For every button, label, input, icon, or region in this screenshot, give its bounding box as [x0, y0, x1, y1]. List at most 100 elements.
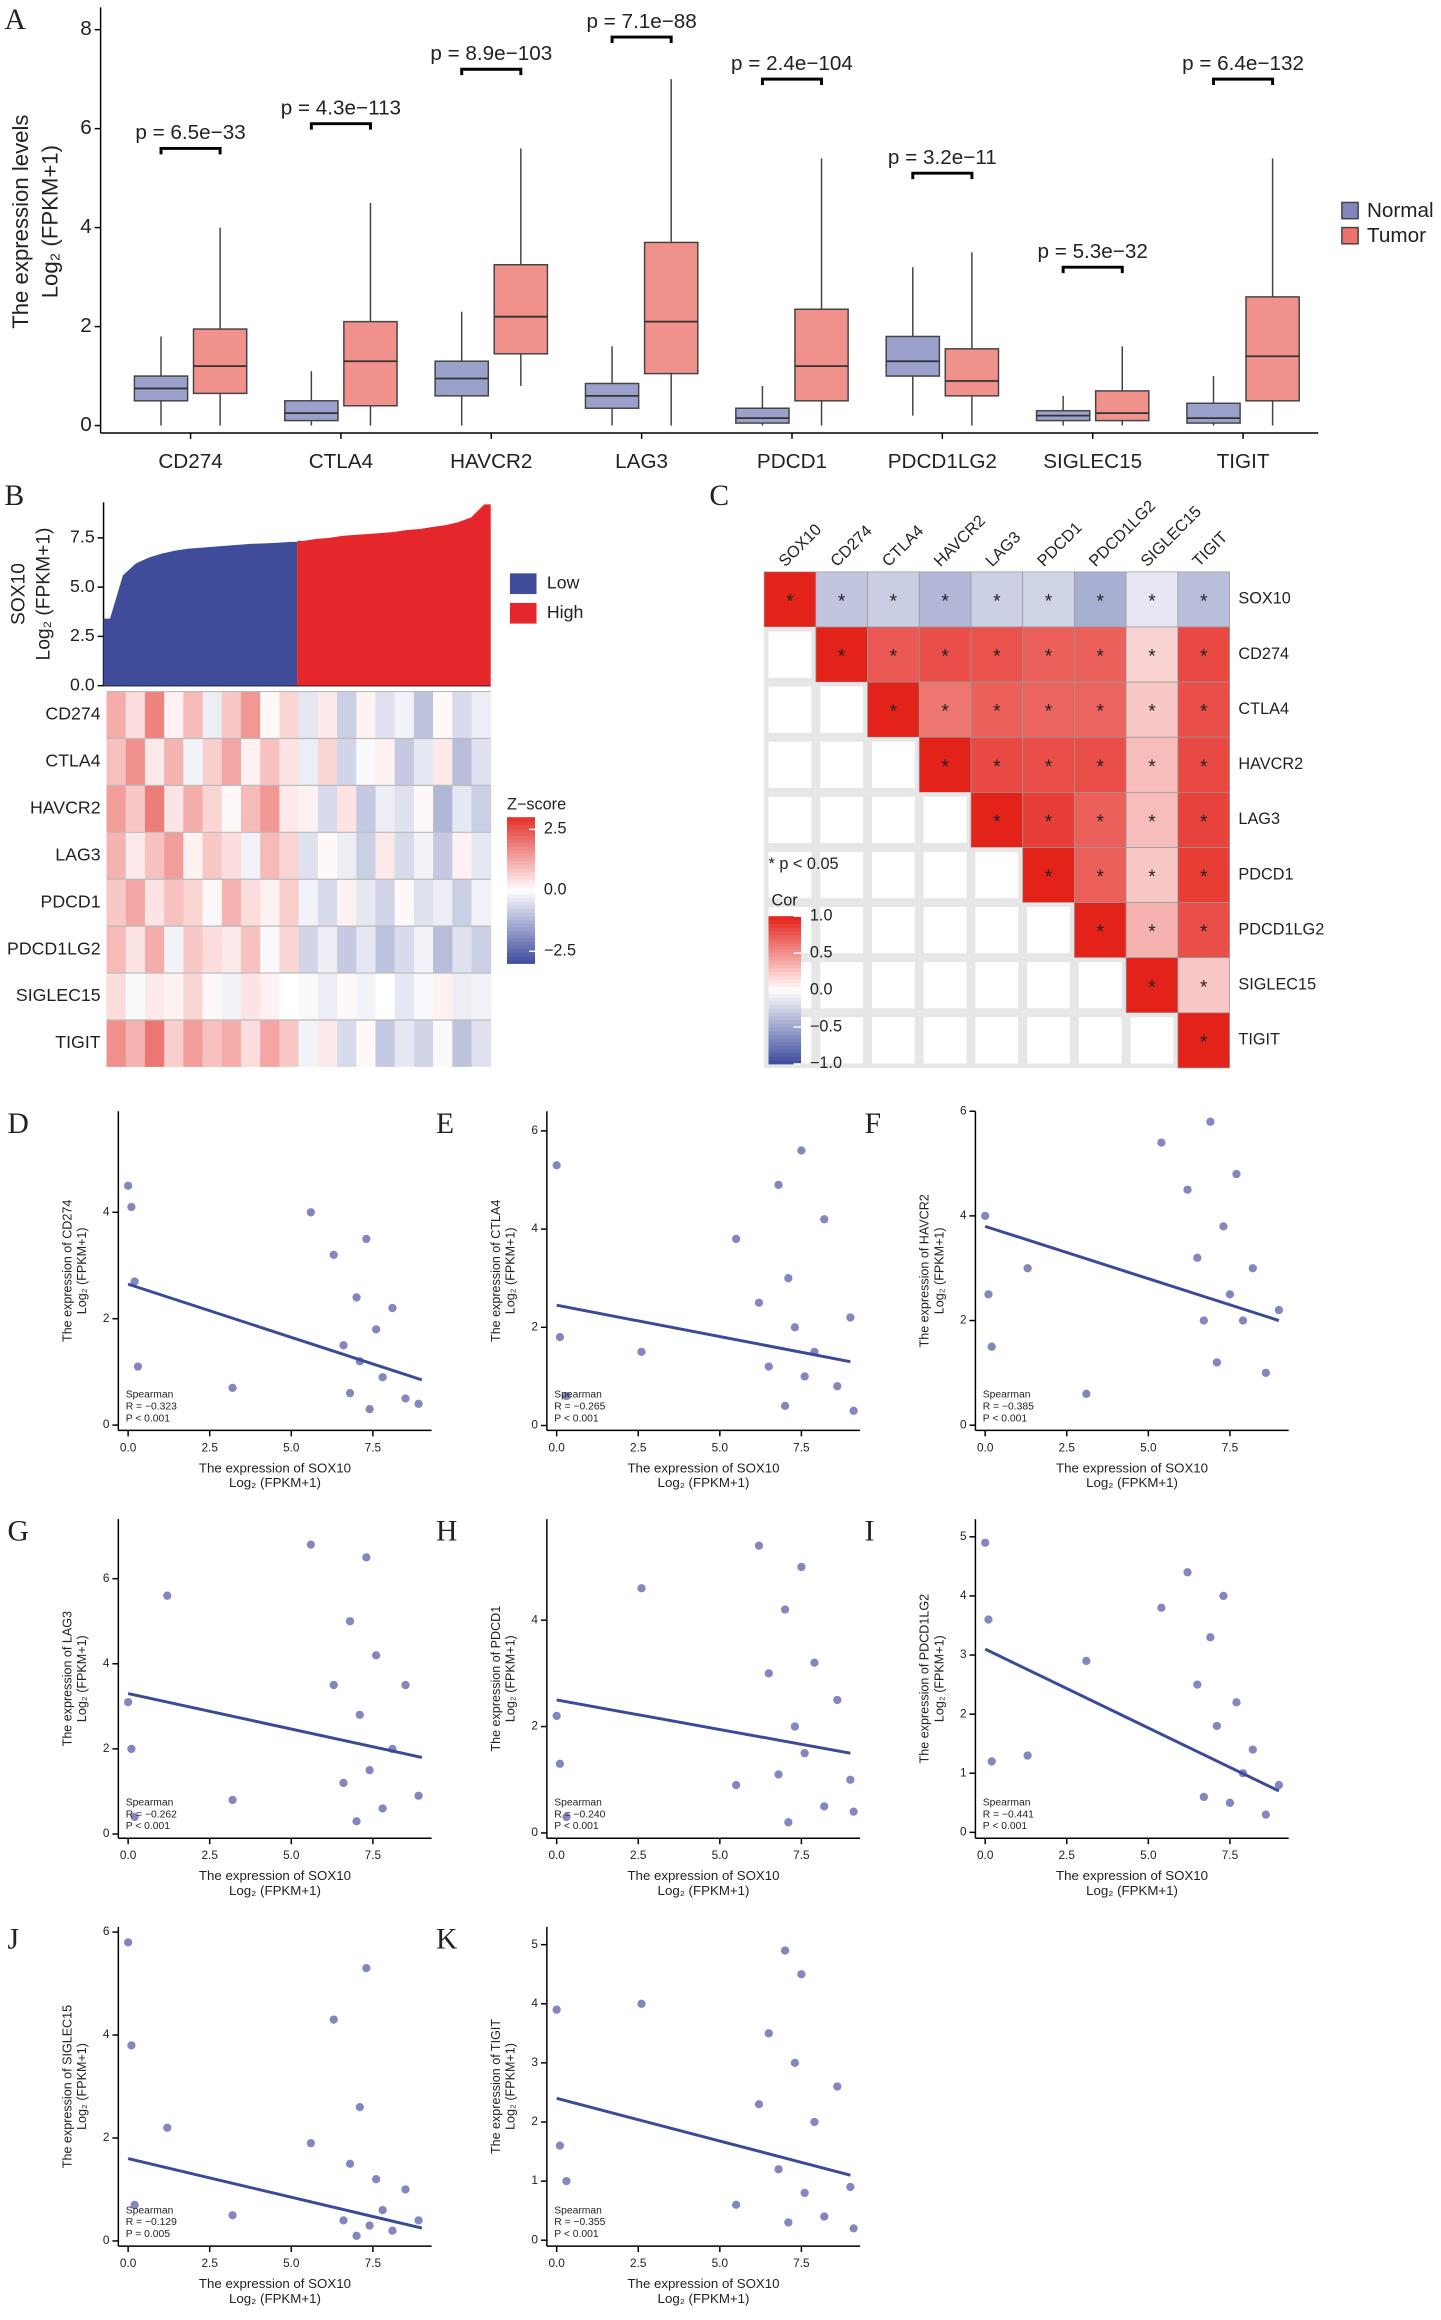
y-tick-label: 2: [103, 1311, 110, 1325]
heat-cell: [164, 926, 184, 974]
heat-cell: [375, 738, 396, 786]
point: [329, 1250, 338, 1260]
empty-cell: [1126, 1012, 1178, 1068]
point: [1261, 1368, 1270, 1378]
y-axis-label: Log₂ (FPKM+1): [504, 1227, 518, 1314]
empty-cell: [764, 626, 816, 683]
point: [163, 2123, 172, 2132]
heat-cell: [471, 691, 492, 739]
x-tick-label: 2.5: [1059, 1440, 1076, 1454]
heat-cell: [317, 926, 338, 974]
heat-cell: [221, 691, 242, 739]
point: [1219, 1591, 1228, 1601]
colorbar-step: [506, 890, 536, 895]
point: [1193, 1680, 1202, 1689]
point: [401, 1394, 410, 1403]
point: [1274, 1780, 1284, 1790]
stat-label: P < 0.001: [126, 1413, 171, 1424]
colorbar-step: [506, 941, 536, 946]
heat-cell: [260, 738, 280, 786]
colorbar-label: 0.5: [810, 943, 833, 961]
colorbar-step: [506, 926, 536, 931]
colorbar-step: [768, 1030, 802, 1035]
point: [555, 1332, 565, 1342]
corr-cell: [867, 571, 920, 628]
point: [987, 1757, 996, 1766]
fit-line: [984, 1647, 1280, 1793]
colorbar-step: [506, 908, 536, 913]
point: [981, 1211, 990, 1221]
colorbar-step: [768, 1041, 802, 1046]
box: [1094, 390, 1150, 422]
colorbar-step: [506, 937, 536, 942]
colorbar-step: [506, 835, 536, 840]
significance-star: *: [1097, 757, 1105, 778]
y-tick-label: 0: [80, 413, 92, 436]
point: [790, 1323, 800, 1332]
heat-cell: [317, 973, 338, 1020]
point: [849, 1807, 858, 1816]
point: [362, 1553, 371, 1562]
panel-letter: G: [8, 1516, 29, 1548]
point: [228, 2211, 237, 2220]
point: [1225, 1290, 1235, 1299]
empty-cell: [815, 957, 868, 1013]
heat-cell: [394, 926, 415, 974]
point: [339, 1778, 348, 1788]
x-tick-label: 7.5: [365, 2256, 382, 2270]
significance-star: *: [1148, 757, 1156, 778]
point: [401, 2185, 410, 2194]
point: [732, 1780, 741, 1790]
p-value: p = 6.5e−33: [135, 121, 245, 144]
significance-star: *: [993, 702, 1001, 723]
colorbar-step: [506, 945, 536, 950]
colorbar-step: [768, 1012, 802, 1017]
heat-cell: [413, 832, 434, 880]
bracket: [760, 77, 824, 86]
colorbar-step: [768, 997, 802, 1002]
y-axis-label: The expression levels: [8, 115, 33, 329]
x-tick-label: 2.5: [630, 1848, 647, 1862]
y-tick-label: 2: [531, 2114, 538, 2128]
point: [371, 1325, 381, 1334]
row-label: HAVCR2: [30, 798, 101, 818]
empty-cell: [919, 847, 971, 903]
x-tick-label: 0.0: [977, 1440, 994, 1454]
y-tick-label: 5: [531, 1937, 538, 1951]
significance-star: *: [1097, 647, 1105, 668]
x-tick-label: TIGIT: [1217, 450, 1270, 473]
significance-star: *: [1200, 757, 1208, 778]
point: [833, 2082, 842, 2091]
empty-cell: [919, 1012, 971, 1068]
colorbar-step: [768, 975, 802, 980]
heat-cell: [183, 926, 204, 974]
box: [794, 308, 849, 402]
point: [732, 2200, 741, 2209]
colorbar-step: [768, 1034, 802, 1039]
panel-letter: J: [8, 1923, 19, 1955]
x-tick-label: PDCD1: [757, 450, 827, 473]
colorbar-step: [506, 842, 536, 847]
stat-label: Spearman: [126, 1390, 174, 1401]
heat-cell: [221, 738, 242, 786]
y-axis-label: Log₂ (FPKM+1): [38, 145, 63, 298]
y-tick-label: 7.5: [70, 527, 95, 547]
colorbar-label: −1.0: [810, 1054, 842, 1072]
heat-cell: [413, 926, 434, 974]
heat-cell: [106, 832, 127, 880]
point: [820, 1802, 829, 1811]
heat-cell: [375, 1019, 396, 1067]
colorbar-step: [506, 893, 536, 899]
significance-star: *: [1200, 1032, 1208, 1053]
point: [133, 1362, 143, 1371]
colorbar-step: [506, 872, 536, 877]
corr-cell: [970, 626, 1024, 683]
significance-star: *: [890, 591, 898, 612]
stat-label: Spearman: [983, 1390, 1031, 1401]
corr-cell: [1074, 736, 1127, 793]
fit-line: [556, 2096, 851, 2177]
heat-cell: [356, 691, 376, 739]
heat-cell: [164, 832, 184, 880]
box: [1245, 296, 1300, 402]
heat-cell: [240, 785, 261, 833]
